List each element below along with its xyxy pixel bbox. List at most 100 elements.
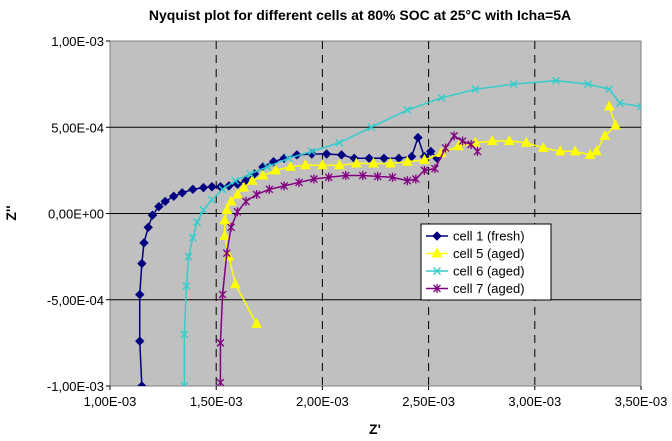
y-axis-label: Z'' xyxy=(3,205,19,220)
data-point-diamond xyxy=(135,336,145,346)
data-point-diamond xyxy=(137,381,147,386)
gridlines xyxy=(110,41,641,386)
data-point-diamond xyxy=(188,184,198,195)
data-point-asterisk xyxy=(216,338,225,348)
data-point-x xyxy=(263,162,272,171)
data-point-triangle xyxy=(300,159,311,170)
data-point-triangle xyxy=(225,195,237,206)
data-point-asterisk xyxy=(431,164,439,174)
data-point-x xyxy=(335,138,344,147)
data-point-asterisk xyxy=(241,196,250,206)
data-point-triangle xyxy=(537,141,549,152)
data-point-x xyxy=(284,154,293,163)
data-point-triangle xyxy=(221,203,233,215)
data-point-x xyxy=(193,218,202,227)
data-point-diamond xyxy=(336,150,347,160)
data-point-triangle xyxy=(351,157,362,168)
data-point-asterisk xyxy=(309,174,318,184)
data-point-asterisk xyxy=(233,207,242,217)
data-point-x xyxy=(637,102,641,111)
data-point-triangle xyxy=(232,188,243,199)
data-point-x xyxy=(180,330,189,339)
data-point-triangle xyxy=(591,145,602,156)
x-tick-label: 3,50E-03 xyxy=(615,394,668,409)
data-point-x xyxy=(182,281,191,290)
data-point-triangle xyxy=(219,214,231,225)
series-2 xyxy=(219,100,621,328)
data-point-diamond xyxy=(321,149,332,159)
series-4 xyxy=(216,131,482,386)
data-point-asterisk xyxy=(280,181,289,191)
data-point-x xyxy=(583,80,592,89)
data-point-triangle xyxy=(554,145,566,156)
data-point-diamond xyxy=(432,231,442,241)
data-point-asterisk xyxy=(450,131,459,141)
data-point-x xyxy=(605,85,614,94)
data-point-asterisk xyxy=(388,172,397,182)
data-point-triangle xyxy=(334,159,345,170)
data-point-x xyxy=(367,123,376,132)
data-point-asterisk xyxy=(420,165,429,175)
data-point-asterisk xyxy=(222,248,231,258)
data-point-diamond xyxy=(139,238,149,248)
data-point-x xyxy=(218,185,227,194)
data-point-diamond xyxy=(426,146,436,157)
data-point-x xyxy=(184,252,193,261)
data-point-diamond xyxy=(177,188,187,198)
data-point-asterisk xyxy=(265,184,274,194)
y-tick-label: -5,00E-04 xyxy=(47,293,104,308)
data-point-diamond xyxy=(207,182,217,192)
legend-label: cell 7 (aged) xyxy=(453,281,525,296)
data-point-diamond xyxy=(147,210,158,220)
legend-label: cell 1 (fresh) xyxy=(453,229,525,244)
y-tick-label: 5,00E-04 xyxy=(51,120,104,135)
data-point-asterisk xyxy=(467,140,476,149)
data-point-triangle xyxy=(610,119,621,130)
y-tick-label: -1,00E-03 xyxy=(47,379,104,394)
legend: cell 1 (fresh) cell 5 (aged) cell 6 (aged)… xyxy=(420,223,552,301)
data-point-asterisk xyxy=(295,177,303,187)
data-point-triangle xyxy=(453,140,464,151)
data-point-triangle xyxy=(251,317,262,328)
data-point-x xyxy=(552,76,561,85)
data-point-asterisk xyxy=(458,136,467,146)
data-point-triangle xyxy=(385,157,396,168)
data-point-triangle xyxy=(419,153,430,165)
data-point-asterisk xyxy=(341,171,350,181)
data-point-triangle xyxy=(238,181,250,192)
x-tick-label: 2,50E-03 xyxy=(402,394,455,409)
data-point-triangle xyxy=(229,278,241,289)
data-point-x xyxy=(246,169,255,178)
data-point-triangle xyxy=(285,160,296,171)
data-point-diamond xyxy=(169,191,179,201)
data-point-x xyxy=(403,106,412,114)
data-point-asterisk xyxy=(433,284,441,293)
data-point-diamond xyxy=(143,222,153,233)
legend-label: cell 6 (aged) xyxy=(453,264,525,279)
series-line xyxy=(219,134,479,383)
data-series xyxy=(135,76,641,386)
legend-label: cell 5 (aged) xyxy=(453,246,525,261)
x-tick-label: 1,50E-03 xyxy=(190,394,243,409)
data-point-triangle xyxy=(603,100,615,111)
data-point-x xyxy=(509,80,518,89)
data-point-diamond xyxy=(364,153,374,164)
data-point-triangle xyxy=(257,169,269,180)
data-point-triangle xyxy=(486,134,498,146)
y-tick-label: 0,00E+00 xyxy=(48,207,104,222)
data-point-x xyxy=(188,233,197,242)
data-point-triangle xyxy=(569,145,581,156)
data-point-triangle xyxy=(520,136,532,147)
data-point-asterisk xyxy=(324,172,333,182)
series-1 xyxy=(135,132,442,386)
data-point-triangle xyxy=(317,159,328,170)
data-point-asterisk xyxy=(403,176,412,186)
data-point-diamond xyxy=(198,182,209,193)
data-point-x xyxy=(199,206,208,215)
data-point-x xyxy=(231,176,240,185)
series-3 xyxy=(180,76,641,386)
data-point-asterisk xyxy=(358,171,367,181)
data-point-triangle xyxy=(368,157,379,168)
data-point-x xyxy=(207,195,216,204)
x-tick-label: 2,00E-03 xyxy=(296,394,349,409)
